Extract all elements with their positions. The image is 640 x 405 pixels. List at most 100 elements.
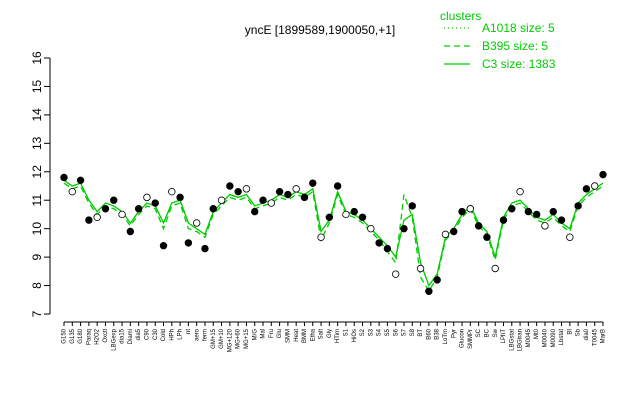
x-tick-label: M0045	[526, 328, 532, 347]
point	[342, 210, 350, 219]
y-tick-label: 7	[30, 310, 44, 317]
x-tick-label: M0040	[543, 328, 549, 347]
point	[566, 233, 574, 241]
x-tick-label: Pyr	[451, 329, 457, 338]
point	[209, 205, 217, 213]
point	[317, 233, 325, 241]
x-tick-label: Sb	[576, 328, 582, 336]
x-tick-label: S6	[393, 328, 399, 336]
x-tick-label: LPh	[178, 329, 184, 340]
point	[491, 264, 499, 273]
point	[508, 205, 516, 213]
legend-title: clusters	[440, 9, 481, 23]
point	[466, 205, 475, 213]
point	[408, 202, 416, 210]
x-tick-label: MarB	[601, 329, 607, 343]
x-tick-label: T0045	[592, 328, 598, 346]
x-tick-label: Gly	[327, 329, 333, 338]
y-tick-label: 15	[30, 79, 44, 93]
point	[383, 244, 392, 253]
x-tick-label: S7	[402, 328, 408, 336]
x-tick-label: H2O2	[95, 328, 101, 344]
point	[400, 224, 408, 233]
point	[433, 276, 441, 284]
y-tick-label: 10	[30, 222, 44, 236]
point	[599, 170, 607, 179]
y-tick-label: 12	[30, 165, 44, 179]
x-tick-label: Glu	[277, 329, 283, 338]
y-tick-label: 16	[30, 51, 44, 65]
point	[242, 185, 251, 193]
x-tick-label: HTim	[335, 329, 341, 343]
x-tick-label: BT	[418, 329, 424, 337]
x-tick-label: Heat	[294, 329, 300, 342]
x-tick-label: GM+15	[211, 328, 217, 349]
point	[176, 193, 184, 202]
x-tick-label: B38	[435, 328, 441, 339]
point	[85, 216, 93, 224]
x-tick-label: aero	[194, 328, 200, 341]
x-tick-label: G150	[62, 328, 68, 343]
x-tick-label: dia0	[584, 328, 590, 340]
point	[201, 244, 209, 253]
point	[60, 173, 68, 182]
x-tick-label: Cold	[161, 329, 167, 341]
y-tick-label: 14	[30, 108, 44, 122]
point	[524, 207, 533, 216]
legend-label: A1018 size: 5	[482, 21, 555, 35]
x-tick-label: Glucon	[460, 329, 466, 348]
x-tick-label: MG+60	[236, 328, 242, 349]
x-tick-label: BC	[484, 328, 490, 337]
y-tick-label: 11	[30, 194, 44, 207]
x-tick-label: LoTm	[443, 329, 449, 344]
x-tick-label: S3	[368, 328, 374, 336]
point	[234, 187, 242, 196]
x-tick-label: LBGstat	[509, 329, 515, 351]
point	[582, 185, 591, 193]
x-tick-label: Oxctl	[103, 329, 109, 343]
x-tick-label: M0090	[551, 328, 557, 347]
point	[168, 187, 176, 196]
point	[416, 264, 425, 273]
point	[192, 219, 201, 227]
x-tick-label: S2	[360, 328, 366, 336]
x-tick-label: Etha	[310, 328, 316, 341]
point	[134, 205, 143, 213]
x-tick-label: GM+10	[219, 328, 225, 349]
x-tick-label: dia15	[120, 328, 126, 343]
point	[184, 239, 193, 247]
x-tick-label: Diami	[128, 329, 134, 344]
x-tick-label: G135	[70, 328, 76, 343]
point	[217, 196, 226, 204]
legend-label: B395 size: 5	[482, 39, 548, 53]
x-tick-label: S8	[410, 328, 416, 336]
point	[101, 205, 110, 213]
x-tick-label: Mal	[261, 329, 267, 339]
point	[118, 210, 126, 219]
x-tick-label: M/G	[252, 329, 258, 341]
x-tick-label: dia5	[136, 328, 142, 340]
x-tick-label: ferm	[203, 329, 209, 341]
point	[350, 207, 358, 216]
y-tick-label: 13	[30, 136, 44, 150]
point	[574, 202, 582, 210]
x-tick-label: Lbstat	[559, 329, 565, 346]
x-tick-label: HPh	[169, 329, 175, 341]
x-tick-label: Paraq	[86, 329, 92, 345]
x-tick-label: SMMPr	[468, 329, 474, 349]
point	[391, 270, 400, 278]
y-tick-label: 9	[30, 253, 44, 260]
x-tick-label: S4	[377, 328, 383, 336]
x-tick-label: LBGexp	[111, 328, 117, 350]
point	[151, 199, 159, 207]
point	[143, 193, 151, 202]
point	[309, 179, 317, 187]
x-tick-label: LBGtran	[518, 329, 524, 351]
x-tick-label: nt	[186, 329, 192, 334]
point	[333, 182, 342, 190]
x-tick-label: Salt	[319, 329, 325, 340]
point	[450, 227, 458, 236]
y-tick-label: 8	[30, 282, 44, 289]
point	[251, 207, 259, 216]
